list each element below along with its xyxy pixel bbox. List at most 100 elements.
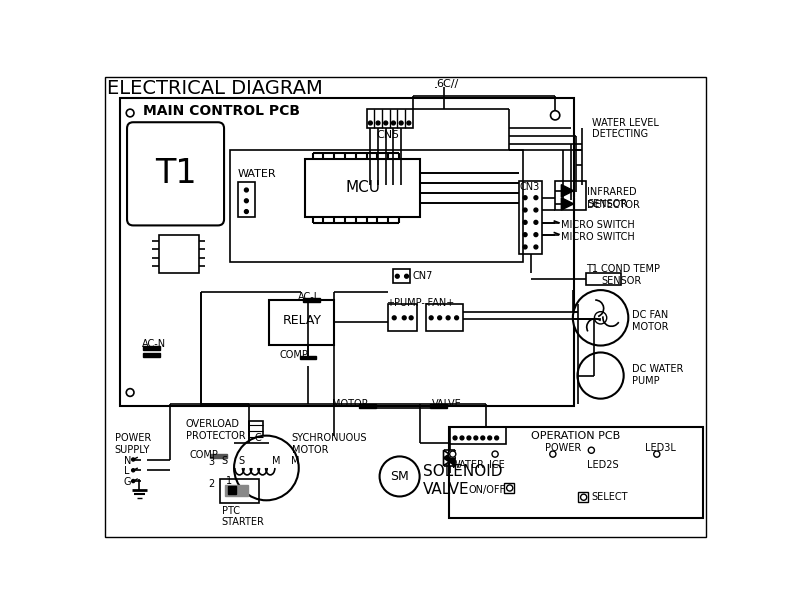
Text: CN7: CN7	[413, 271, 433, 281]
Circle shape	[581, 494, 587, 500]
Circle shape	[534, 245, 538, 249]
Circle shape	[507, 485, 513, 491]
Circle shape	[430, 316, 433, 320]
Text: CN5: CN5	[377, 130, 399, 140]
Text: N: N	[124, 455, 131, 466]
Text: MCU: MCU	[345, 180, 380, 195]
Text: +PUMP-: +PUMP-	[387, 298, 426, 308]
Text: RELAY: RELAY	[282, 314, 322, 327]
Text: S: S	[221, 455, 228, 466]
Text: LED3L: LED3L	[645, 443, 676, 452]
Text: 1: 1	[225, 477, 232, 486]
Bar	[366, 109, 413, 128]
Bar	[586, 273, 621, 285]
Text: SOLENOID
VALVE: SOLENOID VALVE	[422, 464, 502, 497]
Bar	[210, 454, 227, 458]
Text: VALVE: VALVE	[432, 399, 462, 409]
Text: MICRO SWITCH: MICRO SWITCH	[562, 220, 635, 230]
Bar	[359, 404, 376, 408]
Circle shape	[494, 436, 498, 440]
Circle shape	[384, 121, 388, 125]
Circle shape	[653, 451, 660, 457]
Text: SM: SM	[390, 470, 409, 483]
Text: AC-L: AC-L	[298, 292, 320, 302]
Circle shape	[127, 389, 134, 396]
Circle shape	[523, 196, 527, 199]
Circle shape	[131, 469, 134, 472]
Text: WATER: WATER	[238, 169, 277, 179]
Circle shape	[523, 221, 527, 224]
Text: ON/OFF: ON/OFF	[468, 485, 505, 495]
Text: T1: T1	[586, 264, 598, 274]
Bar	[555, 181, 586, 210]
Circle shape	[449, 451, 456, 457]
Circle shape	[523, 208, 527, 212]
Text: 3: 3	[209, 457, 215, 467]
Text: POWER: POWER	[545, 443, 581, 452]
Text: DC WATER
PUMP: DC WATER PUMP	[632, 364, 683, 385]
Polygon shape	[444, 451, 455, 466]
Circle shape	[460, 436, 464, 440]
Circle shape	[492, 451, 498, 457]
Circle shape	[534, 196, 538, 199]
Polygon shape	[562, 185, 573, 197]
Circle shape	[534, 221, 538, 224]
Circle shape	[589, 447, 594, 454]
Bar	[300, 356, 316, 359]
Text: AC-N: AC-N	[142, 339, 166, 348]
Text: MOTOR: MOTOR	[332, 399, 369, 409]
Bar	[159, 235, 199, 273]
Text: 2: 2	[209, 478, 215, 489]
Circle shape	[550, 451, 556, 457]
Bar	[449, 427, 703, 518]
Bar	[225, 485, 248, 496]
Bar	[269, 300, 334, 345]
Bar	[238, 182, 255, 217]
Text: ELECTRICAL DIAGRAM: ELECTRICAL DIAGRAM	[107, 79, 323, 98]
Text: PTC
STARTER: PTC STARTER	[221, 506, 265, 527]
Text: T1: T1	[155, 157, 196, 190]
Circle shape	[407, 121, 411, 125]
Bar	[388, 304, 418, 331]
Circle shape	[577, 353, 623, 399]
Text: LED2S: LED2S	[588, 460, 619, 469]
Circle shape	[594, 312, 607, 324]
Text: WATER: WATER	[450, 460, 484, 469]
Bar	[230, 150, 523, 261]
Text: M: M	[272, 455, 280, 466]
Bar	[430, 404, 447, 408]
Circle shape	[405, 274, 408, 278]
Text: COND TEMP
SENSOR: COND TEMP SENSOR	[601, 264, 660, 286]
Circle shape	[446, 316, 450, 320]
Bar	[220, 478, 259, 503]
Circle shape	[131, 480, 134, 483]
Circle shape	[244, 188, 248, 192]
Circle shape	[449, 451, 456, 457]
Text: S: S	[238, 455, 244, 466]
Circle shape	[127, 109, 134, 117]
Polygon shape	[444, 451, 455, 466]
Text: G: G	[124, 477, 131, 487]
Circle shape	[474, 436, 478, 440]
Circle shape	[523, 233, 527, 237]
Text: M: M	[291, 455, 300, 466]
Circle shape	[453, 436, 457, 440]
Circle shape	[377, 121, 380, 125]
Text: SELECT: SELECT	[592, 492, 628, 502]
Bar	[304, 298, 320, 302]
Text: DETECTOR: DETECTOR	[588, 200, 641, 210]
Circle shape	[399, 121, 403, 125]
Bar	[505, 483, 514, 492]
Circle shape	[467, 436, 471, 440]
Bar	[450, 427, 506, 444]
Circle shape	[551, 111, 560, 120]
Text: C: C	[254, 434, 261, 443]
Bar	[228, 486, 236, 494]
Bar	[249, 421, 263, 443]
Text: 6C//: 6C//	[436, 79, 458, 89]
Bar	[393, 269, 411, 283]
Circle shape	[369, 121, 373, 125]
Bar	[120, 98, 574, 406]
FancyBboxPatch shape	[127, 122, 224, 226]
Circle shape	[573, 290, 628, 345]
